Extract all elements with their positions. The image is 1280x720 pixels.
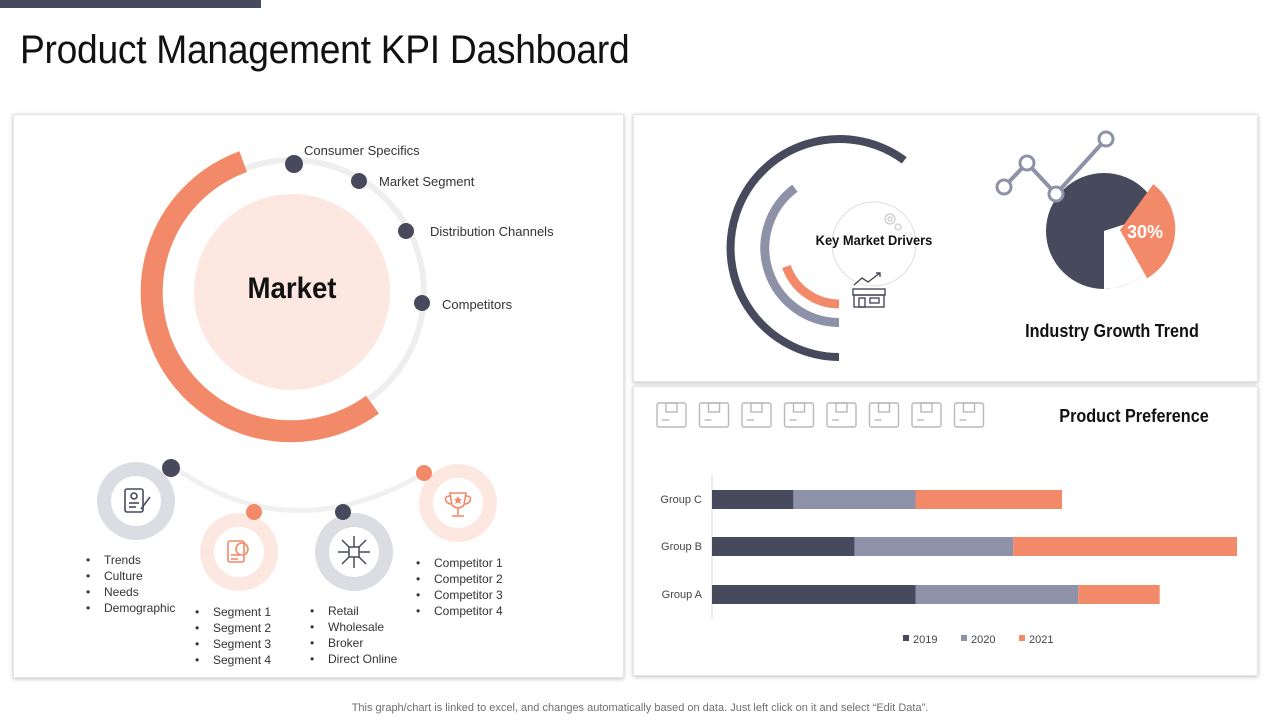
product-box-icon [698, 402, 730, 428]
list-item: Retail [310, 603, 397, 619]
market-core [194, 194, 390, 390]
drivers-graphic [726, 130, 1176, 361]
product-box-icon [911, 402, 942, 428]
list-item: Competitor 2 [416, 571, 503, 587]
consumer-list: Trends Culture Needs Demographic [86, 552, 175, 616]
product-box-icon [826, 402, 857, 428]
channel-list: Retail Wholesale Broker Direct Online [310, 603, 397, 667]
list-item: Segment 1 [195, 604, 271, 620]
bar-segment [854, 537, 1014, 556]
market-center-label: Market [247, 272, 337, 305]
list-item: Segment 2 [195, 620, 271, 636]
drivers-thin-ring [831, 201, 917, 287]
icon-disc-segment [200, 504, 278, 591]
bar-segment [712, 537, 855, 556]
list-item: Segment 4 [195, 652, 271, 668]
preference-panel: Product Preference Group A Group B Group C… [633, 386, 1258, 676]
label-consumer-specifics: Consumer Specifics [304, 143, 420, 158]
dot-market-segment [351, 173, 367, 189]
legend-swatch [1019, 635, 1025, 641]
dot-competitors [414, 295, 430, 311]
arc-outer [726, 135, 907, 361]
list-item: Competitor 1 [416, 555, 503, 571]
market-panel: Market Consumer Specifics Market Segment… [13, 114, 624, 678]
list-item: Competitor 4 [416, 603, 503, 619]
dot-consumer-specifics [285, 155, 303, 173]
top-accent-bar [0, 0, 261, 8]
list-item: Broker [310, 635, 397, 651]
list-item: Competitor 3 [416, 587, 503, 603]
bar-segment [915, 490, 1062, 509]
list-item: Segment 3 [195, 636, 271, 652]
distribution-network-icon [338, 536, 370, 568]
legend-swatch [961, 635, 967, 641]
category-label: Group C [660, 494, 702, 506]
bar-segment [915, 585, 1079, 604]
product-box-icon [783, 402, 815, 428]
list-item: Culture [86, 568, 175, 584]
key-market-drivers-label: Key Market Drivers [815, 232, 933, 248]
list-item: Demographic [86, 600, 175, 616]
trophy-icon [444, 492, 472, 517]
preference-chart: Group A Group B Group C 2019 2020 2021 [660, 475, 1237, 646]
product-box-icon [868, 402, 900, 428]
growth-pie-slice [1120, 184, 1176, 279]
category-label: Group B [661, 541, 702, 553]
segment-list: Segment 1 Segment 2 Segment 3 Segment 4 [195, 604, 271, 668]
label-distribution-channels: Distribution Channels [430, 224, 554, 239]
icon-disc-channels [315, 504, 393, 591]
page-title: Product Management KPI Dashboard [20, 28, 630, 72]
product-box-icon [953, 402, 985, 428]
competitor-list: Competitor 1 Competitor 2 Competitor 3 C… [416, 555, 503, 619]
target-report-icon [227, 540, 249, 563]
drivers-panel: Key Market Drivers 30% Industry Growth T… [633, 114, 1258, 382]
category-label: Group A [662, 589, 703, 601]
bar-segment [793, 490, 916, 509]
trend-line-icon [995, 130, 1115, 203]
label-competitors: Competitors [442, 297, 513, 312]
product-box-icon [741, 402, 772, 428]
market-ring-arc [140, 151, 379, 443]
icon-disc-consumer [97, 459, 180, 540]
list-item: Wholesale [310, 619, 397, 635]
legend-swatch [903, 635, 909, 641]
bottom-connector [172, 464, 426, 514]
preference-title: Product Preference [1059, 406, 1209, 426]
gear-icon [884, 213, 902, 231]
list-item: Needs [86, 584, 175, 600]
arc-inner [782, 264, 840, 309]
shop-growth-icon [852, 272, 886, 308]
list-item: Trends [86, 552, 175, 568]
icon-disc-competitors [416, 464, 497, 542]
label-market-segment: Market Segment [379, 174, 475, 189]
industry-growth-trend-label: Industry Growth Trend [1025, 321, 1199, 341]
product-box-icon [656, 402, 687, 428]
bar-segment [712, 585, 916, 604]
product-icons [656, 402, 985, 428]
bar-segment [1078, 585, 1160, 604]
footer-note: This graph/chart is linked to excel, and… [351, 702, 929, 714]
arc-middle [760, 184, 840, 327]
market-graphic [97, 151, 497, 591]
document-pen-icon [124, 488, 151, 513]
growth-percent: 30% [1127, 222, 1164, 242]
bar-segment [1013, 537, 1237, 556]
legend-label: 2020 [971, 634, 995, 646]
dot-distribution-channels [398, 223, 414, 239]
bar-segment [712, 490, 794, 509]
legend-label: 2021 [1029, 634, 1053, 646]
list-item: Direct Online [310, 651, 397, 667]
legend-label: 2019 [913, 634, 937, 646]
